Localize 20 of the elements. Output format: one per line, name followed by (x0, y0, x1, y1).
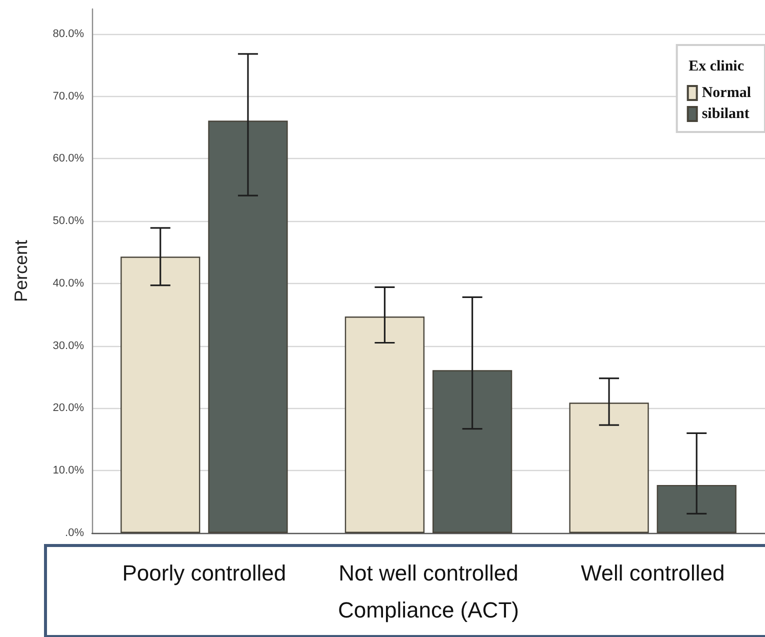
y-tick-label: 30.0% (52, 340, 84, 352)
y-tick-label: 20.0% (52, 402, 84, 414)
x-axis-title: Compliance (ACT) (338, 598, 519, 622)
legend-title: Ex clinic (688, 58, 744, 74)
bar (569, 402, 649, 533)
y-tick-label: .0% (65, 527, 84, 539)
legend-label: Normal (702, 85, 752, 101)
y-tick-label: 10.0% (52, 464, 84, 477)
bar (120, 256, 200, 533)
bar (344, 316, 425, 533)
x-tick-label: Well controlled (580, 560, 725, 586)
y-tick-label: 70.0% (52, 90, 84, 102)
x-tick-label: Poorly controlled (122, 560, 286, 586)
legend-label: sibilant (702, 106, 750, 122)
x-tick-label: Not well controlled (338, 560, 518, 586)
y-tick-label: 50.0% (52, 215, 84, 228)
y-tick-label: 80.0% (52, 28, 84, 40)
y-axis-title: Percent (11, 240, 31, 302)
y-tick-label: 40.0% (52, 277, 84, 290)
y-tick-label: 60.0% (52, 152, 84, 165)
